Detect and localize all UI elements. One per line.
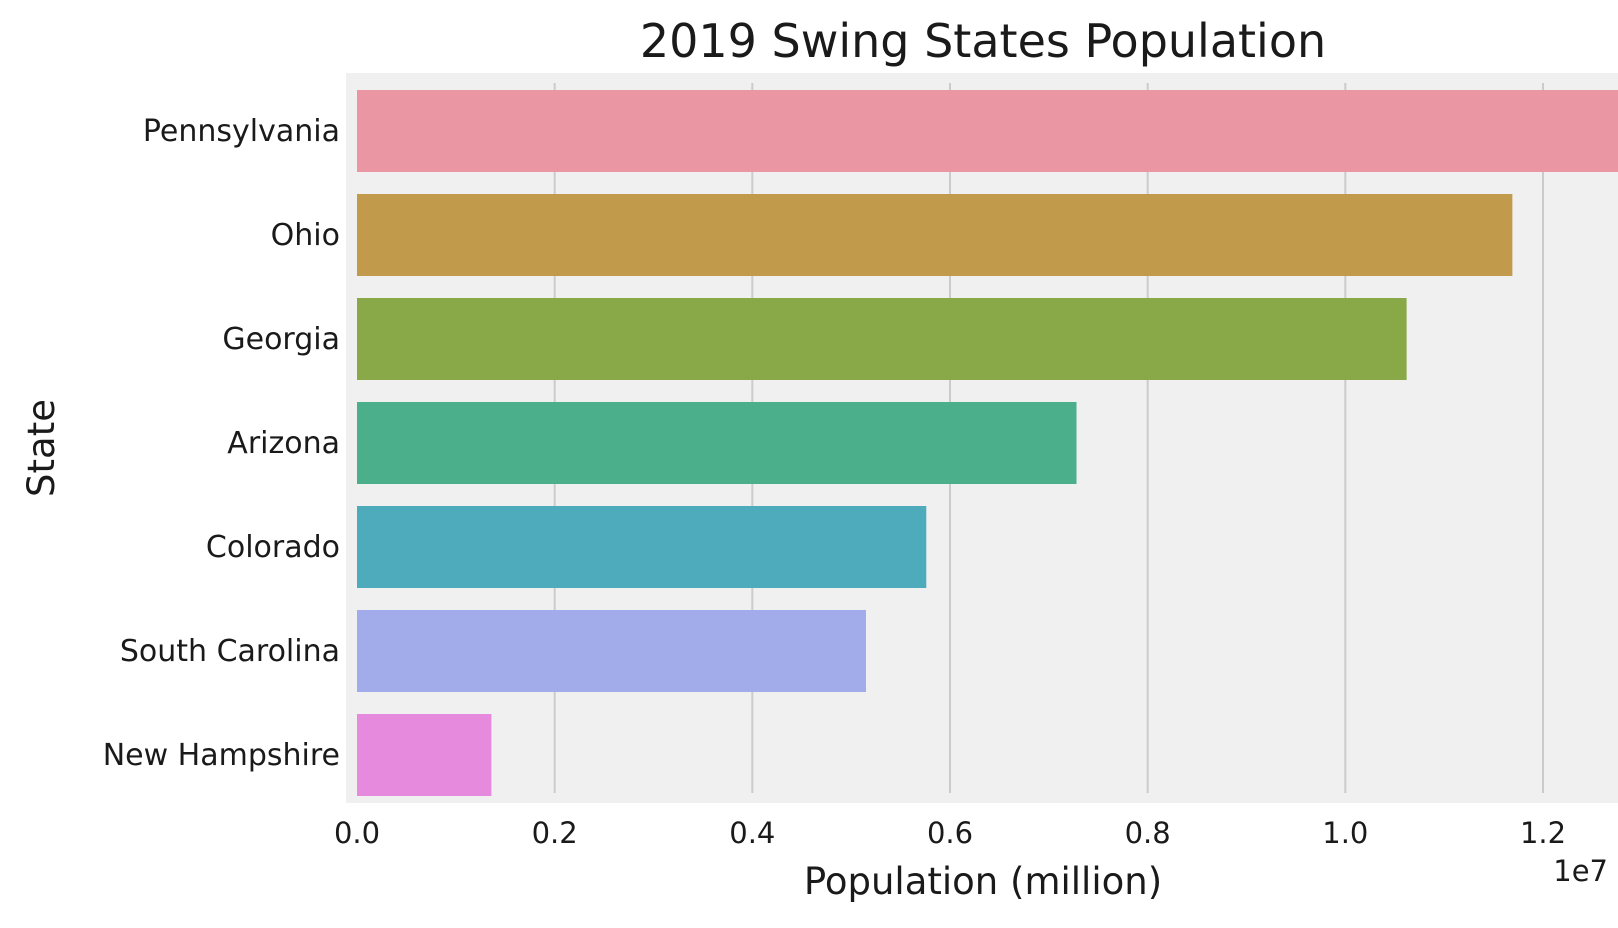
bar [357,298,1407,380]
x-tick-label: 0.4 [729,816,775,850]
y-tick-label: Ohio [271,218,340,253]
y-tick-label: Pennsylvania [143,114,340,149]
bar [357,610,866,692]
y-tick-labels: Pennsylvania Ohio Georgia Arizona Colorado So… [103,114,340,773]
y-tick-label: Georgia [222,322,340,357]
y-tick-label: Colorado [206,530,340,565]
bar [357,402,1077,484]
y-tick-label: New Hampshire [103,738,340,773]
x-tick-label: 0.6 [927,816,973,850]
y-axis-label: State [20,399,63,497]
x-tick-label: 1.2 [1520,816,1566,850]
bars [357,90,1618,796]
bar [357,714,492,796]
bar [357,90,1618,172]
x-tick-labels: 0.0 0.2 0.4 0.6 0.8 1.0 1.2 [334,816,1566,850]
x-axis-offset-label: 1e7 [1553,854,1608,888]
chart-title: 2019 Swing States Population [640,14,1326,68]
x-tick-label: 0.0 [334,816,380,850]
x-tick-label: 1.0 [1322,816,1368,850]
y-tick-label: South Carolina [120,634,340,669]
x-tick-label: 0.2 [532,816,578,850]
x-tick-label: 0.8 [1125,816,1171,850]
bar [357,506,927,588]
y-tick-label: Arizona [227,426,340,461]
bar [357,194,1513,276]
x-axis-label: Population (million) [804,860,1162,903]
